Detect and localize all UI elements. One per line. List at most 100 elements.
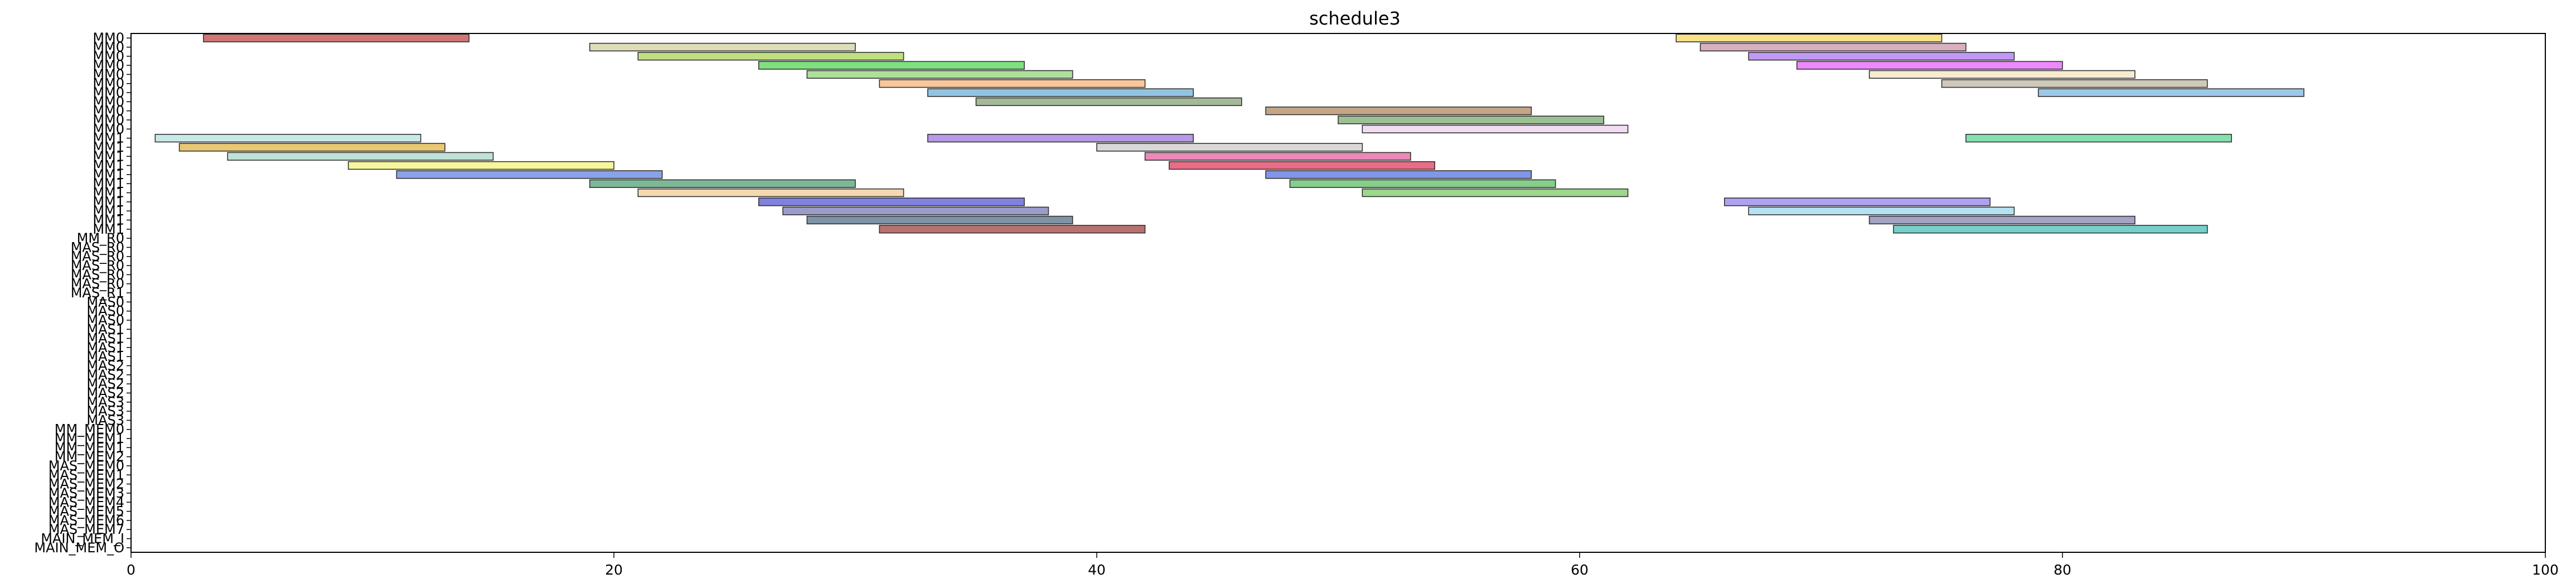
- y-tick-label: MAS_R0: [71, 258, 124, 273]
- y-tick-label: MAIN_MEM_I: [41, 531, 124, 547]
- gantt-bar: [178, 143, 446, 152]
- plot-frame: [130, 33, 2546, 553]
- gantt-bar: [154, 133, 422, 143]
- chart-title: schedule3: [1309, 8, 1401, 29]
- y-tick-label: MM1: [93, 131, 124, 146]
- y-tick-label: MAS_R0: [71, 267, 124, 282]
- gantt-bar: [347, 161, 614, 170]
- gantt-bar: [1144, 152, 1411, 161]
- y-tick-label: MM0: [93, 76, 124, 91]
- y-tick-label: MM_MEM1: [55, 431, 124, 446]
- y-tick-label: MAS0: [86, 303, 124, 319]
- y-tick-label: MAS_MEM3: [49, 485, 124, 501]
- gantt-bar: [1941, 79, 2208, 88]
- gantt-bar: [806, 70, 1073, 79]
- gantt-bar: [927, 133, 1194, 143]
- y-tick-label: MM1: [93, 158, 124, 173]
- y-tick-label: MAS3: [86, 412, 124, 428]
- y-tick-label: MAS3: [86, 403, 124, 419]
- y-tick-label: MAS2: [86, 358, 124, 374]
- y-tick-label: MAS_MEM1: [49, 467, 124, 483]
- y-tick-label: MAS2: [86, 367, 124, 383]
- gantt-bar: [589, 42, 856, 52]
- y-tick-label: MAS1: [86, 340, 124, 355]
- gantt-bar: [637, 52, 904, 61]
- y-tick-label: MM_MEM1: [55, 440, 124, 455]
- y-tick-label: MAS_R0: [71, 249, 124, 264]
- y-tick-label: MAS3: [86, 394, 124, 410]
- y-tick-label: MM_MEM0: [55, 422, 124, 437]
- y-tick-label: MM1: [93, 185, 124, 201]
- y-axis-labels: MM0MM0MM0MM0MM0MM0MM0MM0MM0MM0MM0MM1MM1M…: [34, 30, 131, 556]
- x-axis-ticks: 0 20 40 60 80 100: [127, 552, 2559, 578]
- y-tick-label: MAS_R0: [71, 276, 124, 292]
- y-tick-label: MAS1: [86, 349, 124, 364]
- gantt-bar: [1265, 170, 1532, 179]
- y-tick-label: MM1: [93, 167, 124, 182]
- y-tick-label: MM1: [93, 203, 124, 219]
- x-tick-label: 80: [2054, 562, 2071, 578]
- gantt-bar: [1965, 133, 2232, 143]
- gantt-bar: [1338, 115, 1605, 124]
- y-tick-label: MAS2: [86, 385, 124, 401]
- gantt-bar: [227, 152, 494, 161]
- y-tick-label: MM1: [93, 176, 124, 191]
- gantt-bar: [1265, 107, 1532, 115]
- gantt-bar: [1748, 52, 2015, 61]
- gantt-bar: [1096, 143, 1363, 152]
- gantt-bar: [758, 197, 1025, 206]
- y-tick-label: MAS_MEM2: [49, 476, 124, 492]
- x-tick-label: 0: [127, 562, 135, 578]
- x-tick-label: 40: [1088, 562, 1106, 578]
- gantt-bar: [879, 225, 1146, 234]
- y-tick-label: MAS_R0: [71, 239, 124, 255]
- gantt-bar: [1868, 215, 2136, 225]
- gantt-bar: [1796, 61, 2063, 70]
- x-tick-label: 20: [605, 562, 623, 578]
- y-tick-label: MM_MEM2: [55, 449, 124, 465]
- gantt-bar: [1868, 70, 2136, 79]
- y-tick-label: MAS_MEM6: [49, 513, 124, 528]
- y-tick-label: MAS1: [86, 321, 124, 337]
- y-tick-label: MAS_MEM7: [49, 522, 124, 537]
- gantt-bar: [1289, 179, 1556, 188]
- bars-layer: [154, 33, 2304, 234]
- y-tick-label: MM1: [93, 221, 124, 237]
- gantt-bar: [1362, 124, 1629, 133]
- gantt-bar: [1748, 206, 2015, 215]
- gantt-bar: [758, 61, 1025, 70]
- gantt-bar: [806, 215, 1073, 225]
- y-tick-label: MM0: [93, 39, 124, 55]
- y-tick-label: MM0: [93, 121, 124, 137]
- y-tick-label: MAS_MEM4: [49, 494, 124, 510]
- gantt-bar: [1169, 161, 1435, 170]
- y-tick-label: MM_R0: [77, 230, 124, 246]
- gantt-bar: [1676, 33, 1943, 42]
- y-tick-label: MM1: [93, 194, 124, 210]
- y-tick-label: MAIN_MEM_O: [34, 540, 124, 556]
- gantt-bar: [1724, 197, 1991, 206]
- y-tick-label: MM0: [93, 66, 124, 82]
- gantt-bar: [1362, 188, 1629, 197]
- gantt-bar: [2037, 88, 2304, 97]
- y-tick-label: MM1: [93, 212, 124, 228]
- gantt-bar: [203, 33, 469, 42]
- y-tick-label: MAS2: [86, 376, 124, 392]
- y-tick-label: MM1: [93, 148, 124, 164]
- y-tick-label: MAS_R1: [71, 285, 124, 301]
- y-tick-label: MM0: [93, 49, 124, 64]
- gantt-bar: [589, 179, 856, 188]
- gantt-bar: [782, 206, 1049, 215]
- y-tick-label: MM0: [93, 112, 124, 128]
- y-tick-label: MAS_MEM0: [49, 458, 124, 474]
- y-tick-label: MM0: [93, 57, 124, 73]
- y-tick-label: MM0: [93, 94, 124, 109]
- y-tick-label: MAS_MEM5: [49, 504, 124, 519]
- y-tick-label: MM0: [93, 85, 124, 100]
- gantt-bar: [1699, 42, 1967, 52]
- y-tick-label: MM1: [93, 139, 124, 155]
- gantt-bar: [1893, 225, 2208, 234]
- x-tick-label: 100: [2532, 562, 2559, 578]
- gantt-bar: [396, 170, 663, 179]
- y-tick-label: MAS0: [86, 312, 124, 328]
